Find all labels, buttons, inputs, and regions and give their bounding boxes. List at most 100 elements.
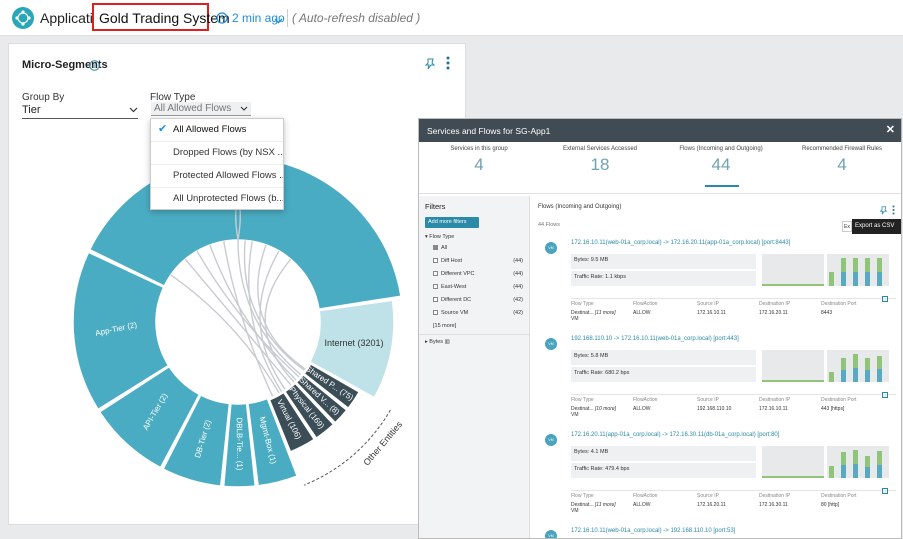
flows-content: Flows (Incoming and Outgoing) 44 Flows E… xyxy=(531,196,901,538)
expand-icon[interactable] xyxy=(882,488,888,494)
panel-title: Micro-Segments xyxy=(22,59,108,71)
option-label: Protected Allowed Flows ... xyxy=(173,170,283,181)
bytes-sparkline xyxy=(762,350,824,382)
flow-type-option[interactable]: Protected Allowed Flows ... xyxy=(151,165,283,188)
auto-refresh-state[interactable]: disabled ) xyxy=(368,11,421,25)
source-ip-col: Source IP 172.16.20.11 xyxy=(697,493,726,508)
filter-item[interactable]: Source VM (42) xyxy=(433,310,523,316)
stat-value: 18 xyxy=(590,155,610,174)
filter-more-link[interactable]: [15 more] xyxy=(433,323,457,329)
filter-label: Different VPC xyxy=(441,271,475,277)
chord-segment[interactable] xyxy=(98,365,201,469)
stat-label: Recommended Firewall Rules xyxy=(801,146,883,152)
destination-ip-col: Destination IP 172.16.10.11 xyxy=(759,397,791,412)
chord-segment[interactable] xyxy=(308,299,395,399)
modal-header: Services and Flows for SG-App1 ✕ xyxy=(419,119,901,142)
stat-firewall-rules[interactable]: Recommended Firewall Rules 4 xyxy=(782,142,901,194)
chord-segment[interactable] xyxy=(162,394,231,487)
chord-link xyxy=(196,250,300,378)
chord-link xyxy=(237,239,302,376)
pin-icon[interactable] xyxy=(424,57,436,75)
destination-port-col: Destination Port 80 [http] xyxy=(821,493,857,508)
flow-type-col: Flow Type Destinat... [11 more] VM xyxy=(571,301,616,322)
stat-flows[interactable]: Flows (Incoming and Outgoing) 44 xyxy=(661,142,781,194)
top-bar: Application Gold Trading System 2 min ag… xyxy=(0,0,903,36)
checkbox[interactable] xyxy=(433,310,438,316)
filter-label: Different DC xyxy=(441,297,472,303)
info-icon[interactable]: i xyxy=(89,58,100,76)
chord-link xyxy=(257,244,306,370)
auto-refresh-status: ( Auto-refresh disabled ) xyxy=(292,11,420,25)
destination-ip-col: Destination IP 172.16.20.11 xyxy=(759,301,791,316)
filter-item[interactable]: Different VPC (44) xyxy=(433,271,523,277)
stat-external-services[interactable]: External Services Accessed 18 xyxy=(540,142,660,194)
rate-sparkline xyxy=(827,254,889,286)
expand-icon[interactable] xyxy=(882,296,888,302)
flow-details: Flow Type Destinat... [10 more] VM FlowAct… xyxy=(571,392,896,424)
flow-type-col: Flow Type Destinat... [11 more] VM xyxy=(571,493,616,514)
stat-value: 44 xyxy=(711,155,731,174)
page-title-highlight: Gold Trading System xyxy=(92,3,230,31)
more-options-icon[interactable] xyxy=(892,202,895,220)
flow-type-option[interactable]: All Unprotected Flows (b... xyxy=(151,188,283,211)
checkbox[interactable] xyxy=(433,258,438,264)
filter-item[interactable]: East-West (44) xyxy=(433,284,523,290)
filter-count: (44) xyxy=(513,271,523,277)
expand-icon[interactable] xyxy=(882,392,888,398)
flow-action-col: FlowAction ALLOW xyxy=(633,397,658,412)
flow-action-col: FlowAction ALLOW xyxy=(633,301,658,316)
filter-group-bytes[interactable]: ▸ Bytes ▥ xyxy=(425,339,450,345)
stats-row: Services in this group 4 External Service… xyxy=(419,142,901,194)
clock-icon[interactable] xyxy=(216,11,228,29)
checkbox[interactable] xyxy=(433,284,438,290)
chord-segment[interactable] xyxy=(247,397,299,487)
flow-type-option[interactable]: Dropped Flows (by NSX ... xyxy=(151,142,283,165)
checkbox[interactable] xyxy=(433,271,438,277)
filter-count: (42) xyxy=(513,310,523,316)
flow-details: Flow Type Destinat... [11 more] VM FlowAct… xyxy=(571,488,896,520)
pin-icon[interactable] xyxy=(879,202,888,220)
source-ip-col: Source IP 192.168.110.10 xyxy=(697,397,732,412)
chord-link xyxy=(223,241,274,397)
option-label: All Allowed Flows xyxy=(173,124,247,135)
add-filters-button[interactable]: Add more filters xyxy=(425,217,479,228)
chord-segment[interactable] xyxy=(303,362,361,410)
rate-bar: Traffic Rate: 479.4 bps xyxy=(571,463,756,478)
group-by-select[interactable]: Tier xyxy=(22,104,138,119)
flow-link[interactable]: 172.16.10.11(web-01a_corp.local) -> 192.… xyxy=(571,528,736,534)
chord-segment[interactable] xyxy=(222,402,257,488)
close-icon[interactable]: ✕ xyxy=(885,124,895,136)
checkbox[interactable] xyxy=(433,245,438,251)
more-options-icon[interactable] xyxy=(446,56,450,75)
page-title: Gold Trading System xyxy=(99,10,230,26)
time-range-link[interactable]: 2 min ago xyxy=(232,11,285,25)
svg-text:i: i xyxy=(94,62,96,70)
stat-services[interactable]: Services in this group 4 xyxy=(419,142,539,194)
chord-segment[interactable] xyxy=(268,391,316,453)
chevron-down-icon[interactable] xyxy=(274,12,283,30)
flow-link[interactable]: 172.16.10.11(web-01a_corp.local) -> 172.… xyxy=(571,240,791,246)
filter-item[interactable]: All xyxy=(433,245,447,251)
chord-segment[interactable] xyxy=(283,382,335,440)
destination-port-col: Destination Port 8443 xyxy=(821,301,857,316)
flow-type-select[interactable]: All Allowed Flows xyxy=(151,102,251,116)
filter-item[interactable]: Diff Host (44) xyxy=(433,258,523,264)
checkbox[interactable] xyxy=(433,297,438,303)
vm-icon: VM xyxy=(545,242,557,254)
group-by-label: Group By xyxy=(22,92,65,103)
filter-item[interactable]: Different DC (42) xyxy=(433,297,523,303)
export-button[interactable]: Ex xyxy=(842,221,852,232)
flow-link[interactable]: 172.16.20.11(app-01a_corp.local) -> 172.… xyxy=(571,432,780,438)
segment-label: Internet (3201) xyxy=(325,338,384,348)
flows-title: Flows (Incoming and Outgoing) xyxy=(538,204,622,210)
segment-label: DBLB-Tie... (1) xyxy=(235,417,244,470)
flow-link[interactable]: 192.168.110.10 -> 172.16.10.11(web-01a_c… xyxy=(571,336,739,342)
stat-value: 4 xyxy=(474,155,484,174)
group-bracket xyxy=(303,409,391,486)
chord-segment[interactable] xyxy=(72,251,170,411)
flow-type-option[interactable]: ✔ All Allowed Flows xyxy=(151,119,283,142)
filter-group-flow-type[interactable]: ▾ Flow Type xyxy=(425,234,455,240)
active-stat-indicator xyxy=(705,185,739,187)
chord-segment[interactable] xyxy=(295,373,348,424)
chord-link xyxy=(170,274,280,394)
